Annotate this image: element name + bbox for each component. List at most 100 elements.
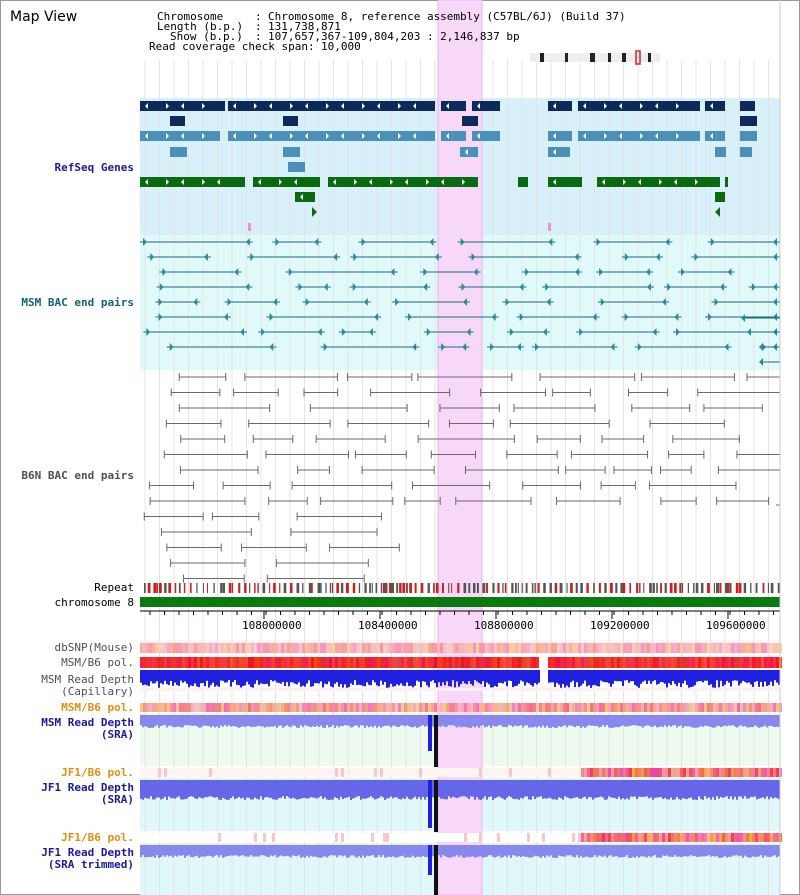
pol-density-sra — [272, 703, 275, 712]
read-depth-bar-sra — [354, 715, 356, 726]
track-label-refseq[interactable]: RefSeq Genes — [54, 161, 134, 174]
jf1-depth-bar — [772, 780, 774, 799]
track-label-chromosome[interactable]: chromosome 8 — [54, 596, 134, 609]
track-label-msm-b6-pol-sra[interactable]: MSM/B6 pol. — [61, 701, 134, 714]
pol-density — [713, 657, 716, 668]
pol-density-sra — [146, 703, 149, 712]
jf1-pol-density — [161, 768, 164, 777]
jf1-trim-depth-bar — [360, 845, 362, 858]
read-depth-bar-sra — [776, 715, 778, 727]
read-depth-bar — [724, 670, 726, 685]
jf1-depth-bar — [168, 780, 170, 797]
jf1-trim-depth-bar — [664, 845, 666, 857]
pol-density-sra — [506, 703, 509, 712]
jf1-pol-density — [710, 768, 713, 777]
jf1-depth-bar — [646, 780, 648, 797]
dbsnp-density — [395, 643, 398, 653]
pol-density — [734, 657, 737, 668]
track-label-msm-depth-cap[interactable]: MSM Read Depth — [41, 673, 134, 686]
jf1-pol-density — [500, 768, 503, 777]
pol-density — [569, 657, 572, 668]
jf1-trim-depth-bar — [638, 845, 640, 858]
read-depth-bar — [672, 670, 674, 681]
jf1-pol-density-2 — [200, 833, 203, 842]
jf1-pol-density-2 — [413, 833, 416, 842]
read-depth-bar-sra — [654, 715, 656, 726]
jf1-trim-depth-bar — [764, 845, 766, 856]
repeat-element — [604, 583, 607, 593]
read-depth-bar-sra — [140, 715, 142, 726]
pol-density-sra — [491, 703, 494, 712]
pol-density-sra — [647, 703, 650, 712]
track-label-jf1-b6-pol[interactable]: JF1/B6 pol. — [61, 766, 134, 779]
jf1-depth-bar — [292, 780, 294, 798]
track-label-msm-depth-sra[interactable]: MSM Read Depth — [41, 716, 134, 729]
track-label-jf1-b6-pol-2[interactable]: JF1/B6 pol. — [61, 831, 134, 844]
jf1-trim-depth-bar — [150, 845, 152, 857]
jf1-trim-depth-bar — [652, 845, 654, 856]
track-label-msm-b6-pol[interactable]: MSM/B6 pol. — [61, 656, 134, 669]
read-depth-bar-sra — [376, 715, 378, 728]
pol-density-sra — [221, 703, 224, 712]
jf1-trim-depth-bar — [690, 845, 692, 856]
read-depth-bar — [186, 670, 188, 684]
pol-density — [203, 657, 206, 668]
gene-marker — [312, 207, 317, 217]
track-label-jf1-depth-sra[interactable]: JF1 Read Depth — [41, 781, 134, 794]
jf1-pol-density-2 — [377, 833, 380, 842]
jf1-depth-bar — [660, 780, 662, 797]
jf1-pol-density — [179, 768, 182, 777]
msm-bac-end — [333, 253, 338, 261]
pol-density-sra — [527, 703, 530, 712]
jf1-depth-bar — [548, 780, 550, 798]
gene-exon — [578, 101, 700, 111]
read-depth-bar-sra — [240, 715, 242, 728]
track-label-b6n-bac[interactable]: B6N BAC end pairs — [21, 469, 134, 482]
track-label-dbsnp[interactable]: dbSNP(Mouse) — [54, 641, 134, 654]
read-depth-bar-sra — [326, 715, 328, 726]
jf1-depth-bar — [382, 780, 384, 798]
msm-bac-end — [655, 253, 660, 261]
track-label-jf1-depth-trim[interactable]: JF1 Read Depth — [41, 846, 134, 859]
read-depth-bar-sra — [400, 715, 402, 726]
dbsnp-density — [275, 643, 278, 653]
jf1-pol-density-2 — [671, 833, 674, 842]
jf1-pol-density — [263, 768, 266, 777]
pol-density — [323, 657, 326, 668]
read-depth-bar-sra — [562, 715, 564, 727]
read-depth-bar-sra — [620, 715, 622, 727]
msm-bac-end — [193, 298, 198, 306]
read-depth-bar-sra — [766, 715, 768, 728]
read-depth-bar-sra — [504, 715, 506, 727]
dbsnp-density — [689, 643, 692, 653]
jf1-depth-bar — [532, 780, 534, 797]
jf1-pol-density — [272, 768, 275, 777]
jf1-trim-depth-bar — [216, 845, 218, 856]
jf1-depth-bar — [148, 780, 150, 799]
repeat-element — [693, 583, 695, 593]
pol-density-sra — [518, 703, 521, 712]
track-label-repeat[interactable]: Repeat — [94, 581, 134, 594]
dbsnp-density — [371, 643, 374, 653]
jf1-trim-depth-bar — [524, 845, 526, 857]
jf1-trim-depth-bar — [666, 845, 668, 856]
dbsnp-density — [242, 643, 245, 653]
jf1-pol-density — [467, 768, 470, 777]
dbsnp-density — [257, 643, 260, 653]
jf1-pol-density-2 — [344, 833, 347, 842]
pol-density — [512, 657, 515, 668]
ideogram-band — [648, 53, 651, 62]
jf1-pol-density-2 — [299, 833, 302, 842]
jf1-pol-density-2 — [623, 833, 626, 842]
jf1-depth-bar — [410, 780, 412, 800]
pol-density-sra — [485, 703, 488, 712]
jf1-pol-density — [437, 768, 440, 777]
jf1-trim-depth-bar — [290, 845, 292, 858]
dbsnp-density — [419, 643, 422, 653]
dbsnp-density — [590, 643, 593, 653]
read-depth-bar — [194, 670, 196, 684]
track-label-msm-bac[interactable]: MSM BAC end pairs — [21, 296, 134, 309]
pol-density — [518, 657, 521, 668]
jf1-pol-density — [770, 768, 773, 777]
